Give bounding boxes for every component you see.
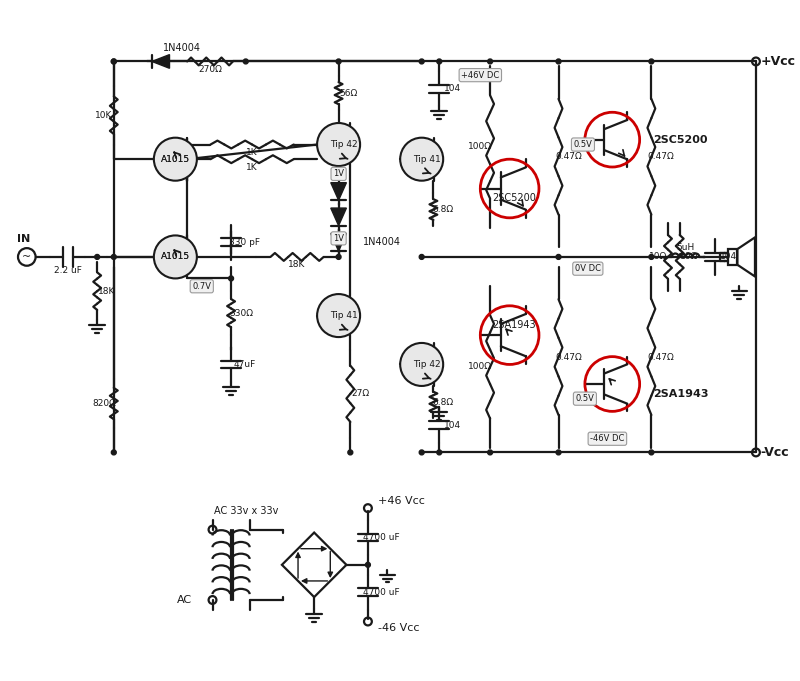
Text: 100Ω: 100Ω: [468, 142, 492, 151]
Text: ~: ~: [22, 252, 31, 262]
Circle shape: [111, 450, 116, 455]
Circle shape: [336, 59, 341, 64]
Text: AC 33v x 33v: AC 33v x 33v: [214, 506, 278, 516]
Text: 1K: 1K: [246, 163, 258, 172]
Text: -46 Vcc: -46 Vcc: [378, 623, 419, 633]
Text: 0.5V: 0.5V: [575, 394, 594, 403]
Circle shape: [243, 59, 248, 64]
Circle shape: [488, 59, 493, 64]
Circle shape: [111, 59, 116, 64]
Text: 10Ω: 10Ω: [680, 253, 698, 262]
Text: +Vcc: +Vcc: [761, 55, 796, 68]
Circle shape: [348, 450, 353, 455]
Text: 2SA1943: 2SA1943: [654, 389, 709, 399]
Text: 100Ω: 100Ω: [468, 362, 492, 371]
Text: 104: 104: [444, 84, 462, 93]
Circle shape: [111, 255, 116, 259]
Circle shape: [400, 138, 443, 180]
Text: 5uH: 5uH: [677, 242, 694, 252]
Text: 0.47Ω: 0.47Ω: [648, 153, 674, 161]
Text: 1N4004: 1N4004: [163, 43, 202, 52]
Circle shape: [649, 255, 654, 259]
Circle shape: [556, 450, 561, 455]
Circle shape: [400, 343, 443, 386]
Text: -46V DC: -46V DC: [590, 434, 625, 443]
Circle shape: [437, 450, 442, 455]
Circle shape: [488, 450, 493, 455]
Text: 1V: 1V: [333, 234, 344, 243]
Text: A1015: A1015: [161, 253, 190, 262]
Text: 330Ω: 330Ω: [229, 308, 253, 317]
Circle shape: [111, 59, 116, 64]
Text: 47uF: 47uF: [234, 360, 256, 369]
Circle shape: [556, 255, 561, 259]
Text: 0.47Ω: 0.47Ω: [555, 153, 582, 161]
Circle shape: [94, 255, 100, 259]
Text: A1015: A1015: [161, 155, 190, 163]
Polygon shape: [330, 234, 346, 251]
Text: 2SA1943: 2SA1943: [493, 320, 536, 330]
Text: 820Ω: 820Ω: [92, 399, 116, 408]
Text: 104: 104: [720, 253, 737, 262]
Text: 0.47Ω: 0.47Ω: [648, 353, 674, 362]
Text: 0.47Ω: 0.47Ω: [555, 353, 582, 362]
Circle shape: [154, 138, 197, 180]
Text: 330 pF: 330 pF: [230, 238, 260, 247]
Text: +46V DC: +46V DC: [461, 71, 499, 80]
Text: 56Ω: 56Ω: [339, 89, 358, 97]
Circle shape: [317, 123, 360, 166]
Text: 1V: 1V: [333, 170, 344, 178]
Circle shape: [336, 255, 341, 259]
Circle shape: [366, 563, 370, 567]
Circle shape: [556, 59, 561, 64]
Text: Tip 41: Tip 41: [413, 155, 441, 163]
Text: 0.5V: 0.5V: [574, 140, 592, 149]
Circle shape: [649, 59, 654, 64]
Text: 104: 104: [444, 421, 462, 430]
Text: 10Ω: 10Ω: [649, 253, 667, 262]
Circle shape: [649, 450, 654, 455]
Circle shape: [419, 450, 424, 455]
Circle shape: [154, 236, 197, 279]
Text: IN: IN: [17, 234, 30, 244]
Polygon shape: [152, 54, 170, 68]
Text: A1015: A1015: [161, 253, 190, 262]
Text: 1N4004: 1N4004: [363, 237, 401, 247]
Circle shape: [437, 59, 442, 64]
Text: +46 Vcc: +46 Vcc: [378, 496, 425, 506]
Text: 27Ω: 27Ω: [351, 390, 369, 398]
Circle shape: [229, 276, 234, 281]
Text: Tip 42: Tip 42: [330, 140, 358, 149]
Text: 18K: 18K: [98, 287, 116, 296]
Text: 2SC5200: 2SC5200: [493, 193, 537, 204]
Circle shape: [419, 59, 424, 64]
Text: AC: AC: [177, 595, 192, 605]
Circle shape: [419, 255, 424, 259]
Text: Tip 41: Tip 41: [330, 311, 358, 320]
Text: -Vcc: -Vcc: [761, 446, 790, 459]
Text: 6.8Ω: 6.8Ω: [433, 398, 454, 407]
Text: 10K: 10K: [95, 111, 113, 120]
Text: Tip 42: Tip 42: [413, 360, 440, 369]
Polygon shape: [330, 183, 346, 200]
Text: 4700 uF: 4700 uF: [363, 588, 400, 597]
Text: 18K: 18K: [288, 260, 306, 269]
Text: 270Ω: 270Ω: [198, 65, 222, 74]
Text: 4700 uF: 4700 uF: [363, 533, 400, 542]
Text: 0V DC: 0V DC: [575, 264, 601, 273]
Text: 2.2 uF: 2.2 uF: [54, 266, 82, 275]
Text: 2SC5200: 2SC5200: [654, 135, 708, 144]
Circle shape: [317, 294, 360, 337]
Text: 1K: 1K: [246, 148, 258, 157]
Text: A1015: A1015: [161, 155, 190, 163]
Polygon shape: [330, 208, 346, 225]
Text: 6.8Ω: 6.8Ω: [433, 205, 454, 214]
Text: 0.7V: 0.7V: [192, 282, 211, 291]
